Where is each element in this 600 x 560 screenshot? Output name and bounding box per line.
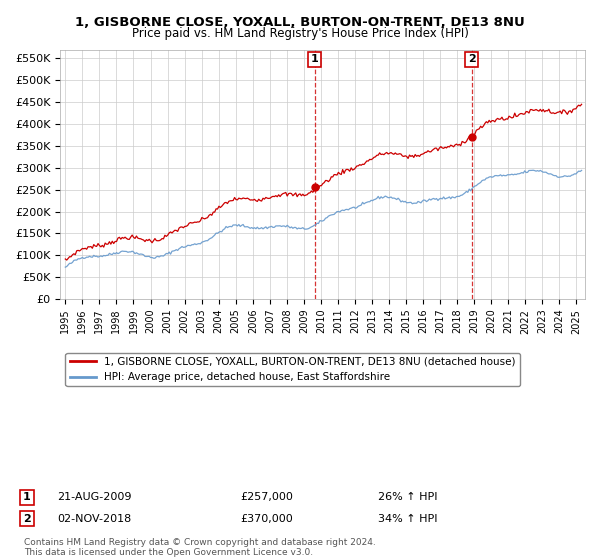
Legend: 1, GISBORNE CLOSE, YOXALL, BURTON-ON-TRENT, DE13 8NU (detached house), HPI: Aver: 1, GISBORNE CLOSE, YOXALL, BURTON-ON-TRE… xyxy=(65,353,520,386)
Text: 34% ↑ HPI: 34% ↑ HPI xyxy=(378,514,437,524)
Text: Contains HM Land Registry data © Crown copyright and database right 2024.
This d: Contains HM Land Registry data © Crown c… xyxy=(24,538,376,557)
Text: £257,000: £257,000 xyxy=(240,492,293,502)
Text: 1: 1 xyxy=(23,492,31,502)
Text: 1: 1 xyxy=(311,54,319,64)
Text: £370,000: £370,000 xyxy=(240,514,293,524)
Text: Price paid vs. HM Land Registry's House Price Index (HPI): Price paid vs. HM Land Registry's House … xyxy=(131,27,469,40)
Text: 21-AUG-2009: 21-AUG-2009 xyxy=(57,492,131,502)
Text: 1, GISBORNE CLOSE, YOXALL, BURTON-ON-TRENT, DE13 8NU: 1, GISBORNE CLOSE, YOXALL, BURTON-ON-TRE… xyxy=(75,16,525,29)
Text: 26% ↑ HPI: 26% ↑ HPI xyxy=(378,492,437,502)
Text: 2: 2 xyxy=(467,54,475,64)
Text: 02-NOV-2018: 02-NOV-2018 xyxy=(57,514,131,524)
Text: 2: 2 xyxy=(23,514,31,524)
